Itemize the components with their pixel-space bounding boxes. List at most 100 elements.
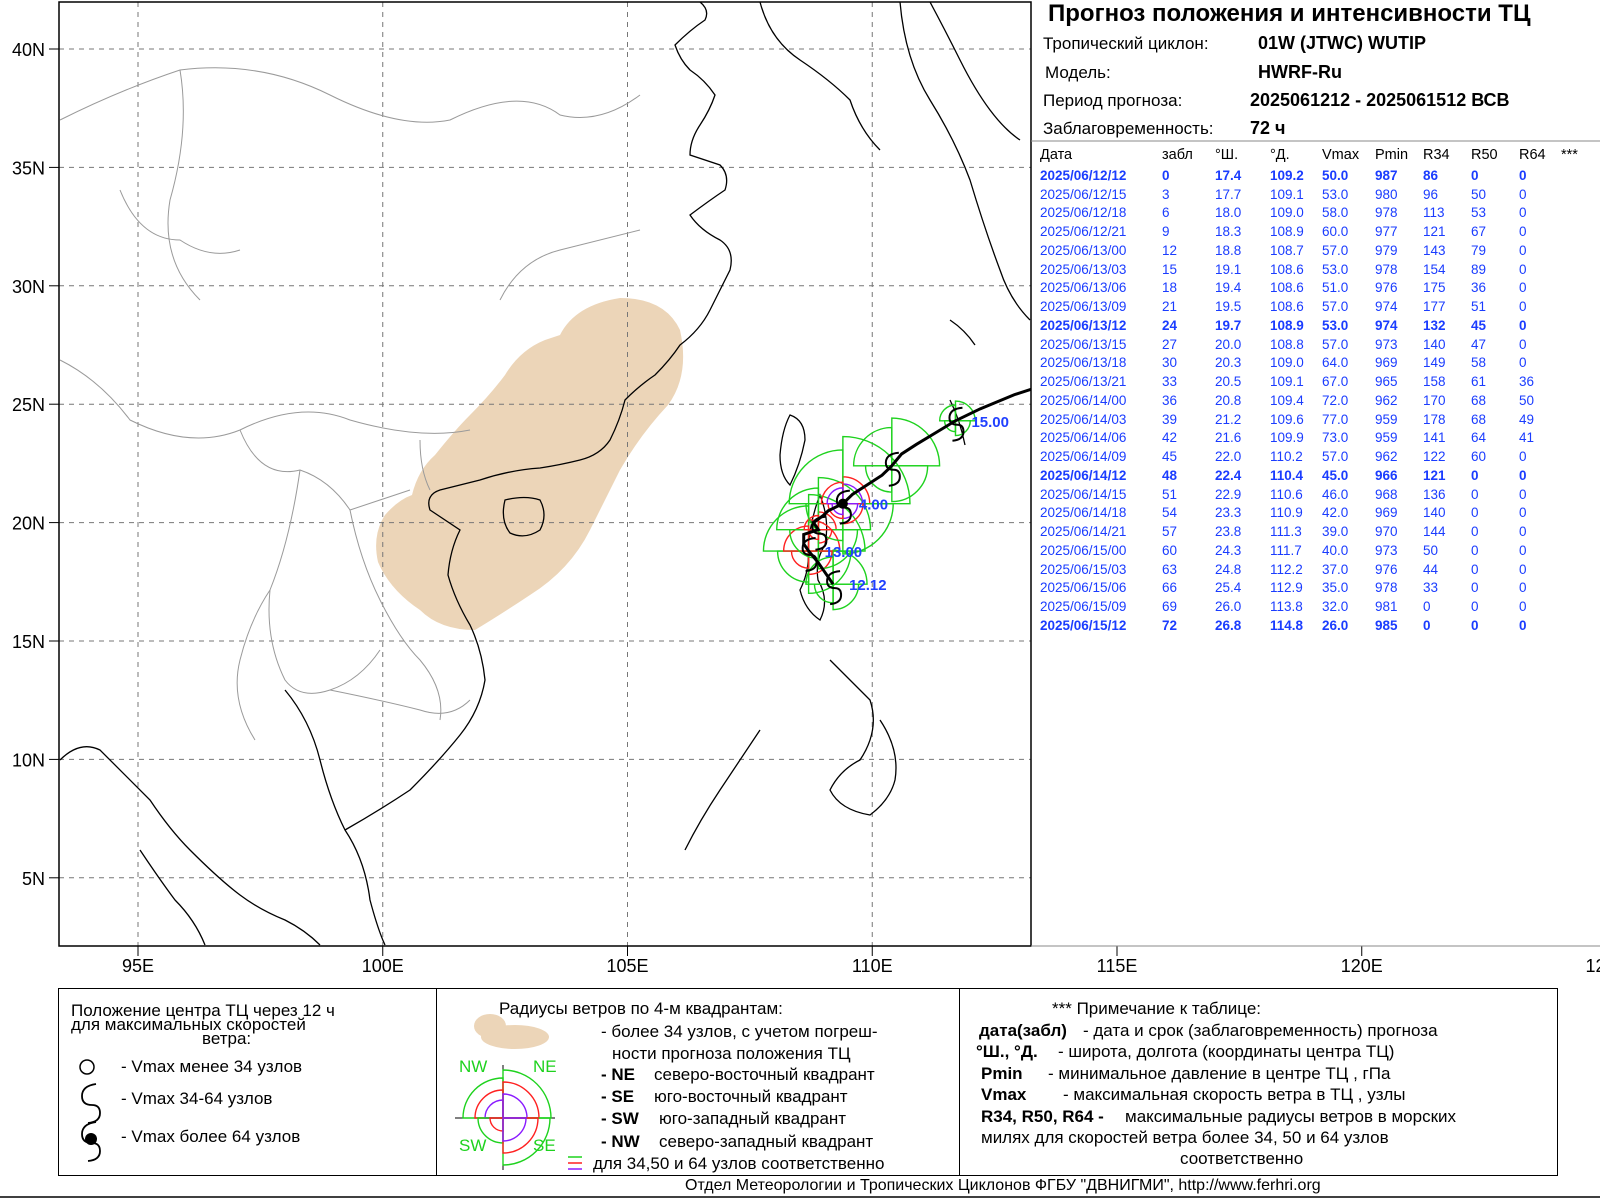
table-cell-pmin: 976 <box>1375 280 1398 296</box>
table-cell-r50: 68 <box>1471 411 1487 427</box>
table-row: 2025/06/14/12 48 22.4 110.4 45.0 966 121 0 0 <box>1040 466 1591 485</box>
model-label: Модель: <box>1045 63 1111 82</box>
wind-quadrant <box>762 505 810 552</box>
table-header-row: Дата забл °Ш. °Д. Vmax Pmin R34 R50 R64 *** <box>1040 147 1591 166</box>
table-cell-r64: 0 <box>1519 617 1527 633</box>
table-cell-r64: 0 <box>1519 280 1527 296</box>
table-column-header: забл <box>1162 147 1193 163</box>
table-cell-vmax: 35.0 <box>1322 580 1349 596</box>
lat-tick-label: 20N <box>12 514 45 534</box>
table-cell-lat: 19.4 <box>1215 280 1242 296</box>
table-cell-r34: 44 <box>1423 561 1439 577</box>
legend3-text-vmax: - максимальная скорость ветра в ТЦ , узл… <box>1063 1085 1406 1104</box>
se-purple <box>502 1117 527 1142</box>
table-cell-vmax: 57.0 <box>1322 242 1349 258</box>
table-row: 2025/06/14/18 54 23.3 110.9 42.0 969 140 0 0 <box>1040 504 1591 523</box>
table-row: 2025/06/14/09 45 22.0 110.2 57.0 962 122 60 0 <box>1040 447 1591 466</box>
track-markers <box>801 406 965 606</box>
table-cell-lon: 108.8 <box>1270 336 1304 352</box>
map-frame <box>58 1 1032 947</box>
table-cell-r64: 0 <box>1519 167 1527 183</box>
table-cell-date: 2025/06/14/12 <box>1040 467 1127 483</box>
table-cell-r50: 0 <box>1471 542 1479 558</box>
table-cell-r50: 60 <box>1471 449 1487 465</box>
legend2-line2: ности прогноза положения ТЦ <box>612 1044 851 1063</box>
table-cell-pmin: 978 <box>1375 261 1398 277</box>
table-cell-lat: 20.8 <box>1215 392 1242 408</box>
table-cell-pmin: 966 <box>1375 467 1398 483</box>
table-cell-vmax: 58.0 <box>1322 205 1349 221</box>
table-cell-lead: 57 <box>1162 524 1178 540</box>
wind-quadrant <box>832 583 860 611</box>
legend2-nw-text: северо-западный квадрант <box>659 1132 874 1151</box>
table-cell-vmax: 73.0 <box>1322 430 1349 446</box>
table-cell-lead: 39 <box>1162 411 1178 427</box>
table-cell-date: 2025/06/14/00 <box>1040 392 1127 408</box>
table-row: 2025/06/12/21 9 18.3 108.9 60.0 977 121 67 0 <box>1040 222 1591 241</box>
table-cell-lead: 42 <box>1162 430 1178 446</box>
table-cell-vmax: 40.0 <box>1322 542 1349 558</box>
table-cell-lead: 21 <box>1162 299 1178 315</box>
forecast-table: Дата забл °Ш. °Д. Vmax Pmin R34 R50 R64 *** 2025/… <box>1040 147 1591 635</box>
ne-green <box>502 1069 552 1119</box>
legend2-sw-key: - SW <box>601 1109 639 1128</box>
table-cell-pmin: 981 <box>1375 599 1398 615</box>
legend-symbols <box>79 1059 101 1162</box>
table-cell-lead: 0 <box>1162 167 1170 183</box>
table-cell-lat: 21.2 <box>1215 411 1242 427</box>
table-cell-date: 2025/06/13/06 <box>1040 280 1127 296</box>
wind-radius-quadrants <box>762 400 976 611</box>
legend2-ne-key: - NE <box>601 1065 635 1084</box>
table-cell-pmin: 974 <box>1375 317 1398 333</box>
table-cell-r50: 0 <box>1471 167 1479 183</box>
table-cell-pmin: 979 <box>1375 242 1398 258</box>
table-cell-date: 2025/06/14/09 <box>1040 449 1127 465</box>
table-cell-lat: 26.8 <box>1215 617 1242 633</box>
table-cell-vmax: 39.0 <box>1322 524 1349 540</box>
table-cell-lon: 111.7 <box>1270 542 1302 558</box>
table-cell-lat: 24.8 <box>1215 561 1242 577</box>
table-cell-lon: 109.1 <box>1270 374 1304 390</box>
table-cell-vmax: 42.0 <box>1322 505 1349 521</box>
table-cell-lat: 18.8 <box>1215 242 1242 258</box>
table-cell-r34: 178 <box>1423 411 1446 427</box>
table-cell-lead: 48 <box>1162 467 1178 483</box>
table-cell-r50: 36 <box>1471 280 1487 296</box>
table-cell-lat: 18.0 <box>1215 205 1242 221</box>
table-cell-lat: 24.3 <box>1215 542 1242 558</box>
lead-time-label: Заблаговременность: <box>1043 119 1214 138</box>
footer-credits: Отдел Метеорологии и Тропических Циклоно… <box>685 1177 1321 1194</box>
table-cell-r64: 0 <box>1519 542 1527 558</box>
table-cell-date: 2025/06/13/03 <box>1040 261 1127 277</box>
lat-tick-label: 25N <box>12 395 45 415</box>
page-title: Прогноз положения и интенсивности ТЦ <box>1048 0 1531 27</box>
table-body: 2025/06/12/12 0 17.4 109.2 50.0 987 86 0 0 2025/0… <box>1040 166 1591 635</box>
table-cell-r34: 132 <box>1423 317 1446 333</box>
table-cell-r50: 53 <box>1471 205 1487 221</box>
table-cell-r50: 67 <box>1471 224 1487 240</box>
quadrant-nw-label: NW <box>459 1057 488 1076</box>
table-cell-lon: 108.6 <box>1270 280 1304 296</box>
table-row: 2025/06/14/21 57 23.8 111.3 39.0 970 144 0 0 <box>1040 522 1591 541</box>
table-cell-lat: 23.3 <box>1215 505 1242 521</box>
table-cell-r50: 0 <box>1471 467 1479 483</box>
table-cell-r34: 140 <box>1423 505 1446 521</box>
table-cell-r64: 0 <box>1519 486 1527 502</box>
table-row: 2025/06/13/12 24 19.7 108.9 53.0 974 132 45 0 <box>1040 316 1591 335</box>
table-cell-r50: 0 <box>1471 580 1479 596</box>
table-cell-lead: 66 <box>1162 580 1178 596</box>
table-row: 2025/06/12/15 3 17.7 109.1 53.0 980 96 50 0 <box>1040 185 1591 204</box>
legend3-text-coords: - широта, долгота (координаты центра ТЦ) <box>1058 1042 1395 1061</box>
table-cell-r64: 0 <box>1519 317 1527 333</box>
table-cell-date: 2025/06/15/09 <box>1040 599 1127 615</box>
table-cell-lon: 109.6 <box>1270 411 1304 427</box>
table-column-header: R34 <box>1423 147 1450 163</box>
table-cell-pmin: 968 <box>1375 486 1398 502</box>
sw-green <box>477 1117 504 1144</box>
lon-tick-label: 125E <box>1585 956 1600 976</box>
period-label: Период прогноза: <box>1043 91 1183 110</box>
table-row: 2025/06/14/06 42 21.6 109.9 73.0 959 141 64 41 <box>1040 429 1591 448</box>
table-row: 2025/06/15/06 66 25.4 112.9 35.0 978 33 0 0 <box>1040 579 1591 598</box>
table-cell-r64: 41 <box>1519 430 1535 446</box>
